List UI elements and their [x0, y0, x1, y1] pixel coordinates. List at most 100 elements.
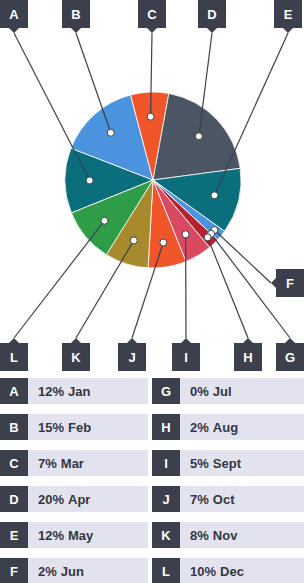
- legend-row: [152, 378, 304, 404]
- legend-row: [152, 486, 304, 512]
- legend-label: 2% Aug: [190, 420, 238, 435]
- legend-row: [0, 486, 148, 512]
- legend-letter: K: [161, 528, 171, 543]
- legend-row: [0, 378, 148, 404]
- callout-pointer: [285, 338, 295, 343]
- pie-slice: [71, 180, 153, 255]
- legend-value: 15%: [38, 420, 64, 435]
- legend-category: Mar: [61, 456, 84, 471]
- callout-pointer: [147, 28, 157, 33]
- callout-pointer: [9, 338, 19, 343]
- legend-label: 8%Nov: [190, 528, 238, 543]
- callout-box: [172, 343, 200, 371]
- legend-value: 2%: [38, 564, 57, 579]
- legend-letter-box: [152, 486, 180, 512]
- callout-dot: [86, 177, 93, 184]
- callout-line: [14, 221, 104, 338]
- legend-row: [0, 414, 148, 440]
- legend-letter-box: [0, 522, 28, 548]
- legend-value: 2%: [190, 420, 209, 435]
- legend-value: 0%: [190, 384, 209, 399]
- legend-letter: J: [162, 492, 169, 507]
- legend-letter-box: [0, 558, 28, 583]
- callout-letter: E: [284, 7, 293, 22]
- legend-letter: E: [10, 528, 19, 543]
- callout-letter: J: [128, 350, 135, 365]
- callout-line: [185, 234, 187, 338]
- callout-box: [138, 0, 166, 28]
- callout-dot: [160, 239, 167, 246]
- legend-letter: F: [10, 564, 18, 579]
- legend-value: 7%: [38, 456, 57, 471]
- legend-letter: C: [9, 456, 19, 471]
- callout-box: [198, 0, 226, 28]
- callout-letter: B: [71, 7, 80, 22]
- legend-letter-box: [152, 378, 180, 404]
- legend-label: 7% Oct: [190, 492, 235, 507]
- legend-category: Dec: [220, 564, 244, 579]
- callout-line: [211, 234, 290, 338]
- pie-slice: [148, 180, 186, 268]
- callout-line: [76, 240, 134, 338]
- legend: A12%JanB15%FebC7%MarD20%AprE12%MayF2%Jun…: [0, 378, 304, 583]
- callout-box: [62, 0, 90, 28]
- callout-pointer: [181, 338, 191, 343]
- callout-line: [199, 33, 212, 136]
- legend-category: Sept: [213, 456, 242, 471]
- callout-letter: L: [10, 350, 18, 365]
- legend-value: 20%: [38, 492, 64, 507]
- legend-label: 10% Dec: [190, 564, 244, 579]
- legend-letter-box: [0, 414, 28, 440]
- legend-category: Oct: [213, 492, 235, 507]
- callout-letter: K: [71, 350, 81, 365]
- legend-letter-box: [0, 486, 28, 512]
- legend-value: 12%: [38, 528, 64, 543]
- callout-dot: [204, 234, 211, 241]
- legend-category: Aug: [213, 420, 238, 435]
- legend-letter: I: [164, 456, 168, 471]
- callout-dot: [182, 231, 189, 238]
- callout-line: [151, 33, 152, 117]
- callout-pointer: [243, 338, 253, 343]
- legend-letter-box: [152, 414, 180, 440]
- legend-label: 5%Sept: [190, 456, 242, 471]
- legend-letter-box: [152, 558, 180, 583]
- callout-dot: [147, 113, 154, 120]
- callout-line: [132, 243, 163, 338]
- legend-category: Apr: [68, 492, 90, 507]
- callout-pointer: [71, 338, 81, 343]
- callout-letter: H: [243, 350, 252, 365]
- legend-row: [0, 558, 148, 583]
- legend-letter-box: [152, 522, 180, 548]
- legend-row: [0, 522, 148, 548]
- pie: [65, 92, 241, 268]
- callout-box: [276, 269, 304, 297]
- callout-pointer: [71, 28, 81, 33]
- callouts: ABCDEFGHIJKL: [0, 0, 304, 371]
- legend-label: 12% May: [38, 528, 94, 543]
- legend-letter: D: [9, 492, 18, 507]
- callout-dot: [107, 129, 114, 136]
- callout-dot: [195, 133, 202, 140]
- legend-letter: L: [162, 564, 170, 579]
- legend-value: 10%: [190, 564, 216, 579]
- legend-value: 8%: [190, 528, 209, 543]
- callout-line: [208, 237, 248, 338]
- callout-pointer: [271, 278, 276, 288]
- legend-label: 20% Apr: [38, 492, 90, 507]
- legend-category: Jun: [61, 564, 84, 579]
- callout-box: [274, 0, 302, 28]
- legend-category: Jul: [213, 384, 232, 399]
- legend-letter: H: [161, 420, 170, 435]
- callout-box: [234, 343, 262, 371]
- legend-letter-box: [0, 378, 28, 404]
- callout-pointer: [127, 338, 137, 343]
- callout-dot: [211, 192, 218, 199]
- legend-value: 7%: [190, 492, 209, 507]
- legend-letter-box: [0, 450, 28, 476]
- callout-pointer: [283, 28, 293, 33]
- callout-box: [62, 343, 90, 371]
- callout-box: [0, 0, 28, 28]
- legend-category: May: [68, 528, 94, 543]
- legend-row: [152, 414, 304, 440]
